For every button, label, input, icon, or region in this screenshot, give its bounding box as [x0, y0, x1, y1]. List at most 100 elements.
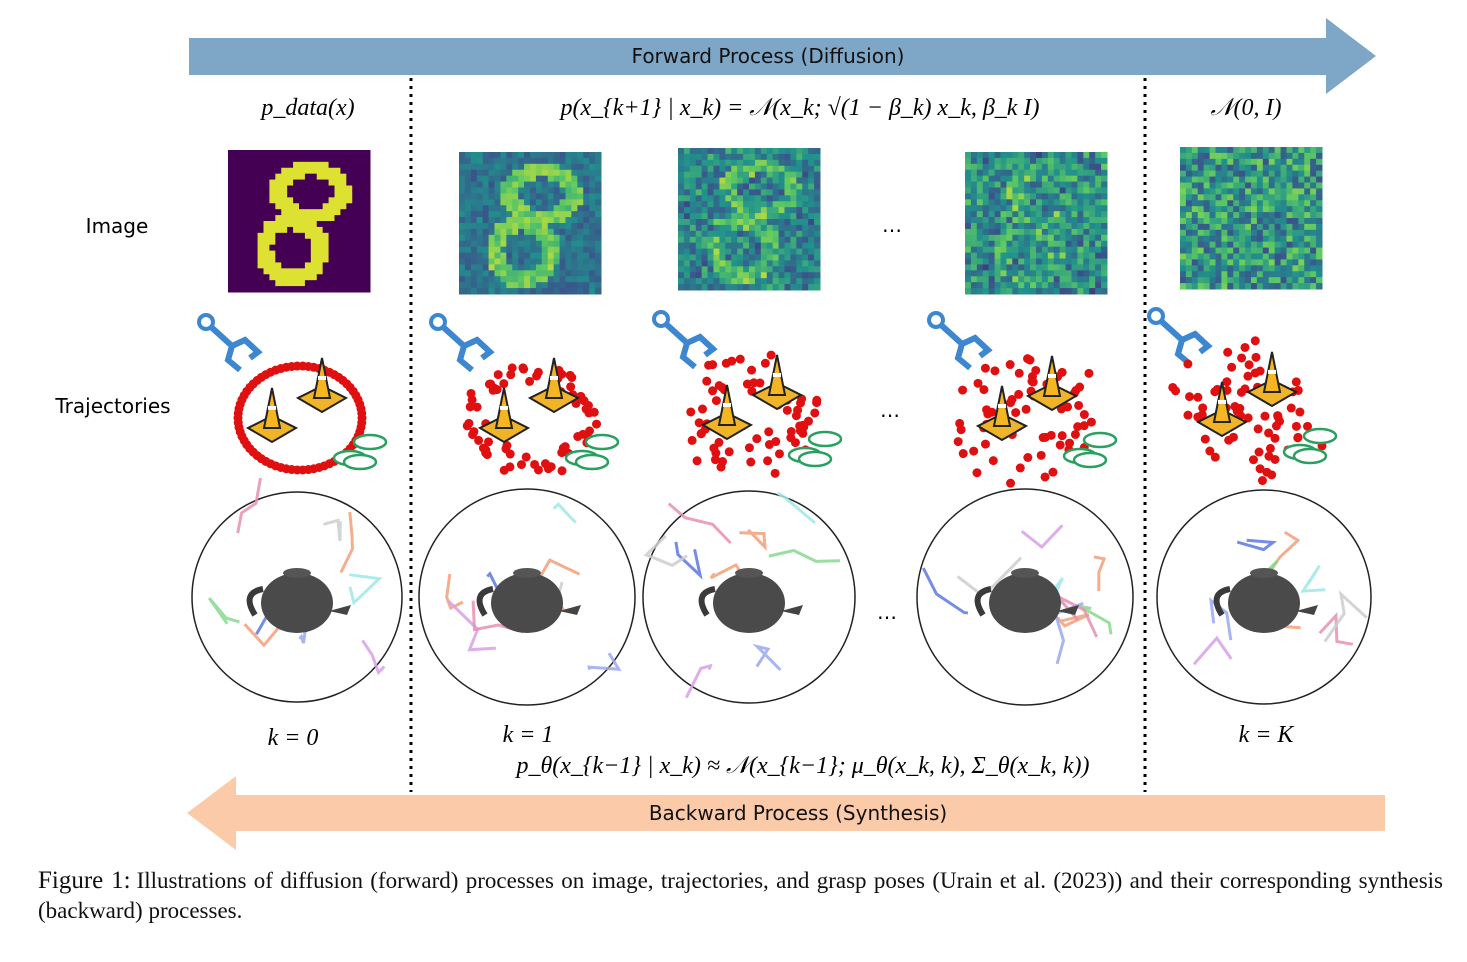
- pixel: [1203, 271, 1211, 278]
- pixel: [571, 157, 578, 165]
- pixel: [257, 244, 264, 252]
- pixel: [275, 209, 282, 216]
- pixel: [1059, 187, 1067, 194]
- pixel: [1053, 234, 1061, 242]
- pixel: [488, 157, 495, 165]
- pixel: [1185, 283, 1193, 290]
- pixel: [257, 256, 264, 263]
- pixel: [547, 258, 555, 265]
- pixel: [459, 217, 466, 224]
- pixel: [535, 211, 543, 218]
- pixel: [470, 288, 478, 295]
- pixel: [482, 187, 490, 194]
- pixel: [488, 246, 495, 254]
- pixel: [299, 268, 306, 275]
- trajectory-dot: [1270, 433, 1280, 443]
- pixel: [970, 199, 978, 206]
- pixel: [239, 203, 247, 210]
- pixel: [1274, 176, 1282, 183]
- pixel: [994, 264, 1001, 271]
- pixel: [1059, 175, 1067, 183]
- pixel: [1089, 169, 1096, 177]
- pixel: [1053, 276, 1061, 283]
- pixel: [287, 191, 294, 198]
- pixel: [322, 203, 330, 210]
- pixel: [1041, 152, 1049, 159]
- pixel: [1227, 152, 1234, 160]
- pixel: [1233, 206, 1240, 213]
- pixel: [352, 173, 359, 181]
- pixel: [1030, 264, 1037, 271]
- pixel: [1089, 288, 1096, 295]
- trajectory-dot: [766, 350, 776, 360]
- pixel: [310, 238, 318, 246]
- pixel: [1280, 271, 1287, 278]
- pixel: [695, 236, 703, 244]
- pixel: [982, 258, 990, 265]
- pixel: [1024, 234, 1031, 242]
- pixel: [1251, 277, 1258, 284]
- pixel: [269, 173, 276, 181]
- pixel: [1310, 277, 1317, 284]
- pixel: [530, 187, 537, 194]
- pixel: [725, 248, 732, 255]
- pixel: [482, 246, 490, 254]
- pixel: [1065, 258, 1072, 265]
- pixel: [328, 280, 335, 287]
- pixel: [1316, 194, 1323, 201]
- pixel: [257, 191, 264, 198]
- pixel: [281, 150, 288, 157]
- pixel: [1280, 235, 1287, 243]
- pixel: [707, 224, 714, 232]
- pixel: [1030, 157, 1037, 165]
- pixel: [346, 161, 353, 169]
- pixel: [1191, 241, 1199, 249]
- pixel: [334, 221, 341, 228]
- pixel: [559, 199, 566, 206]
- pixel: [1095, 264, 1102, 271]
- pixel: [683, 260, 691, 267]
- pixel: [1036, 240, 1043, 248]
- pixel: [316, 221, 324, 228]
- pixel: [263, 286, 270, 293]
- pixel: [334, 274, 341, 281]
- pixel: [1262, 259, 1270, 266]
- pixel: [1221, 170, 1228, 178]
- pixel: [281, 215, 288, 222]
- trajectory-dot: [462, 421, 472, 431]
- pixel: [530, 246, 537, 254]
- pixel: [488, 175, 495, 183]
- pixel: [994, 282, 1001, 289]
- pixel: [518, 163, 525, 171]
- pixel: [299, 286, 306, 293]
- pixel: [760, 177, 768, 184]
- pixel: [518, 270, 525, 277]
- pixel: [293, 221, 300, 228]
- pixel: [772, 207, 780, 214]
- pixel: [1185, 176, 1193, 183]
- pixel: [1053, 199, 1061, 206]
- pixel: [760, 242, 768, 250]
- pixel: [482, 157, 490, 165]
- pixel: [965, 187, 972, 194]
- trajectory-dot: [1075, 382, 1085, 392]
- pixel: [1292, 235, 1299, 243]
- pixel: [595, 205, 602, 212]
- pixel: [553, 228, 561, 236]
- pixel: [1089, 258, 1096, 265]
- pixel: [506, 240, 513, 248]
- pixel: [731, 207, 738, 214]
- teapot: [989, 573, 1061, 633]
- pixel: [1006, 193, 1013, 200]
- pixel: [1268, 259, 1276, 266]
- pixel: [1024, 223, 1031, 230]
- pixel: [1203, 241, 1211, 249]
- grasp-pose: [207, 597, 240, 625]
- pixel: [695, 242, 703, 250]
- pixel: [518, 205, 525, 212]
- pixel: [802, 284, 809, 291]
- pixel: [772, 165, 780, 173]
- pixel: [1310, 223, 1317, 231]
- pixel: [245, 185, 253, 192]
- pixel: [228, 221, 235, 228]
